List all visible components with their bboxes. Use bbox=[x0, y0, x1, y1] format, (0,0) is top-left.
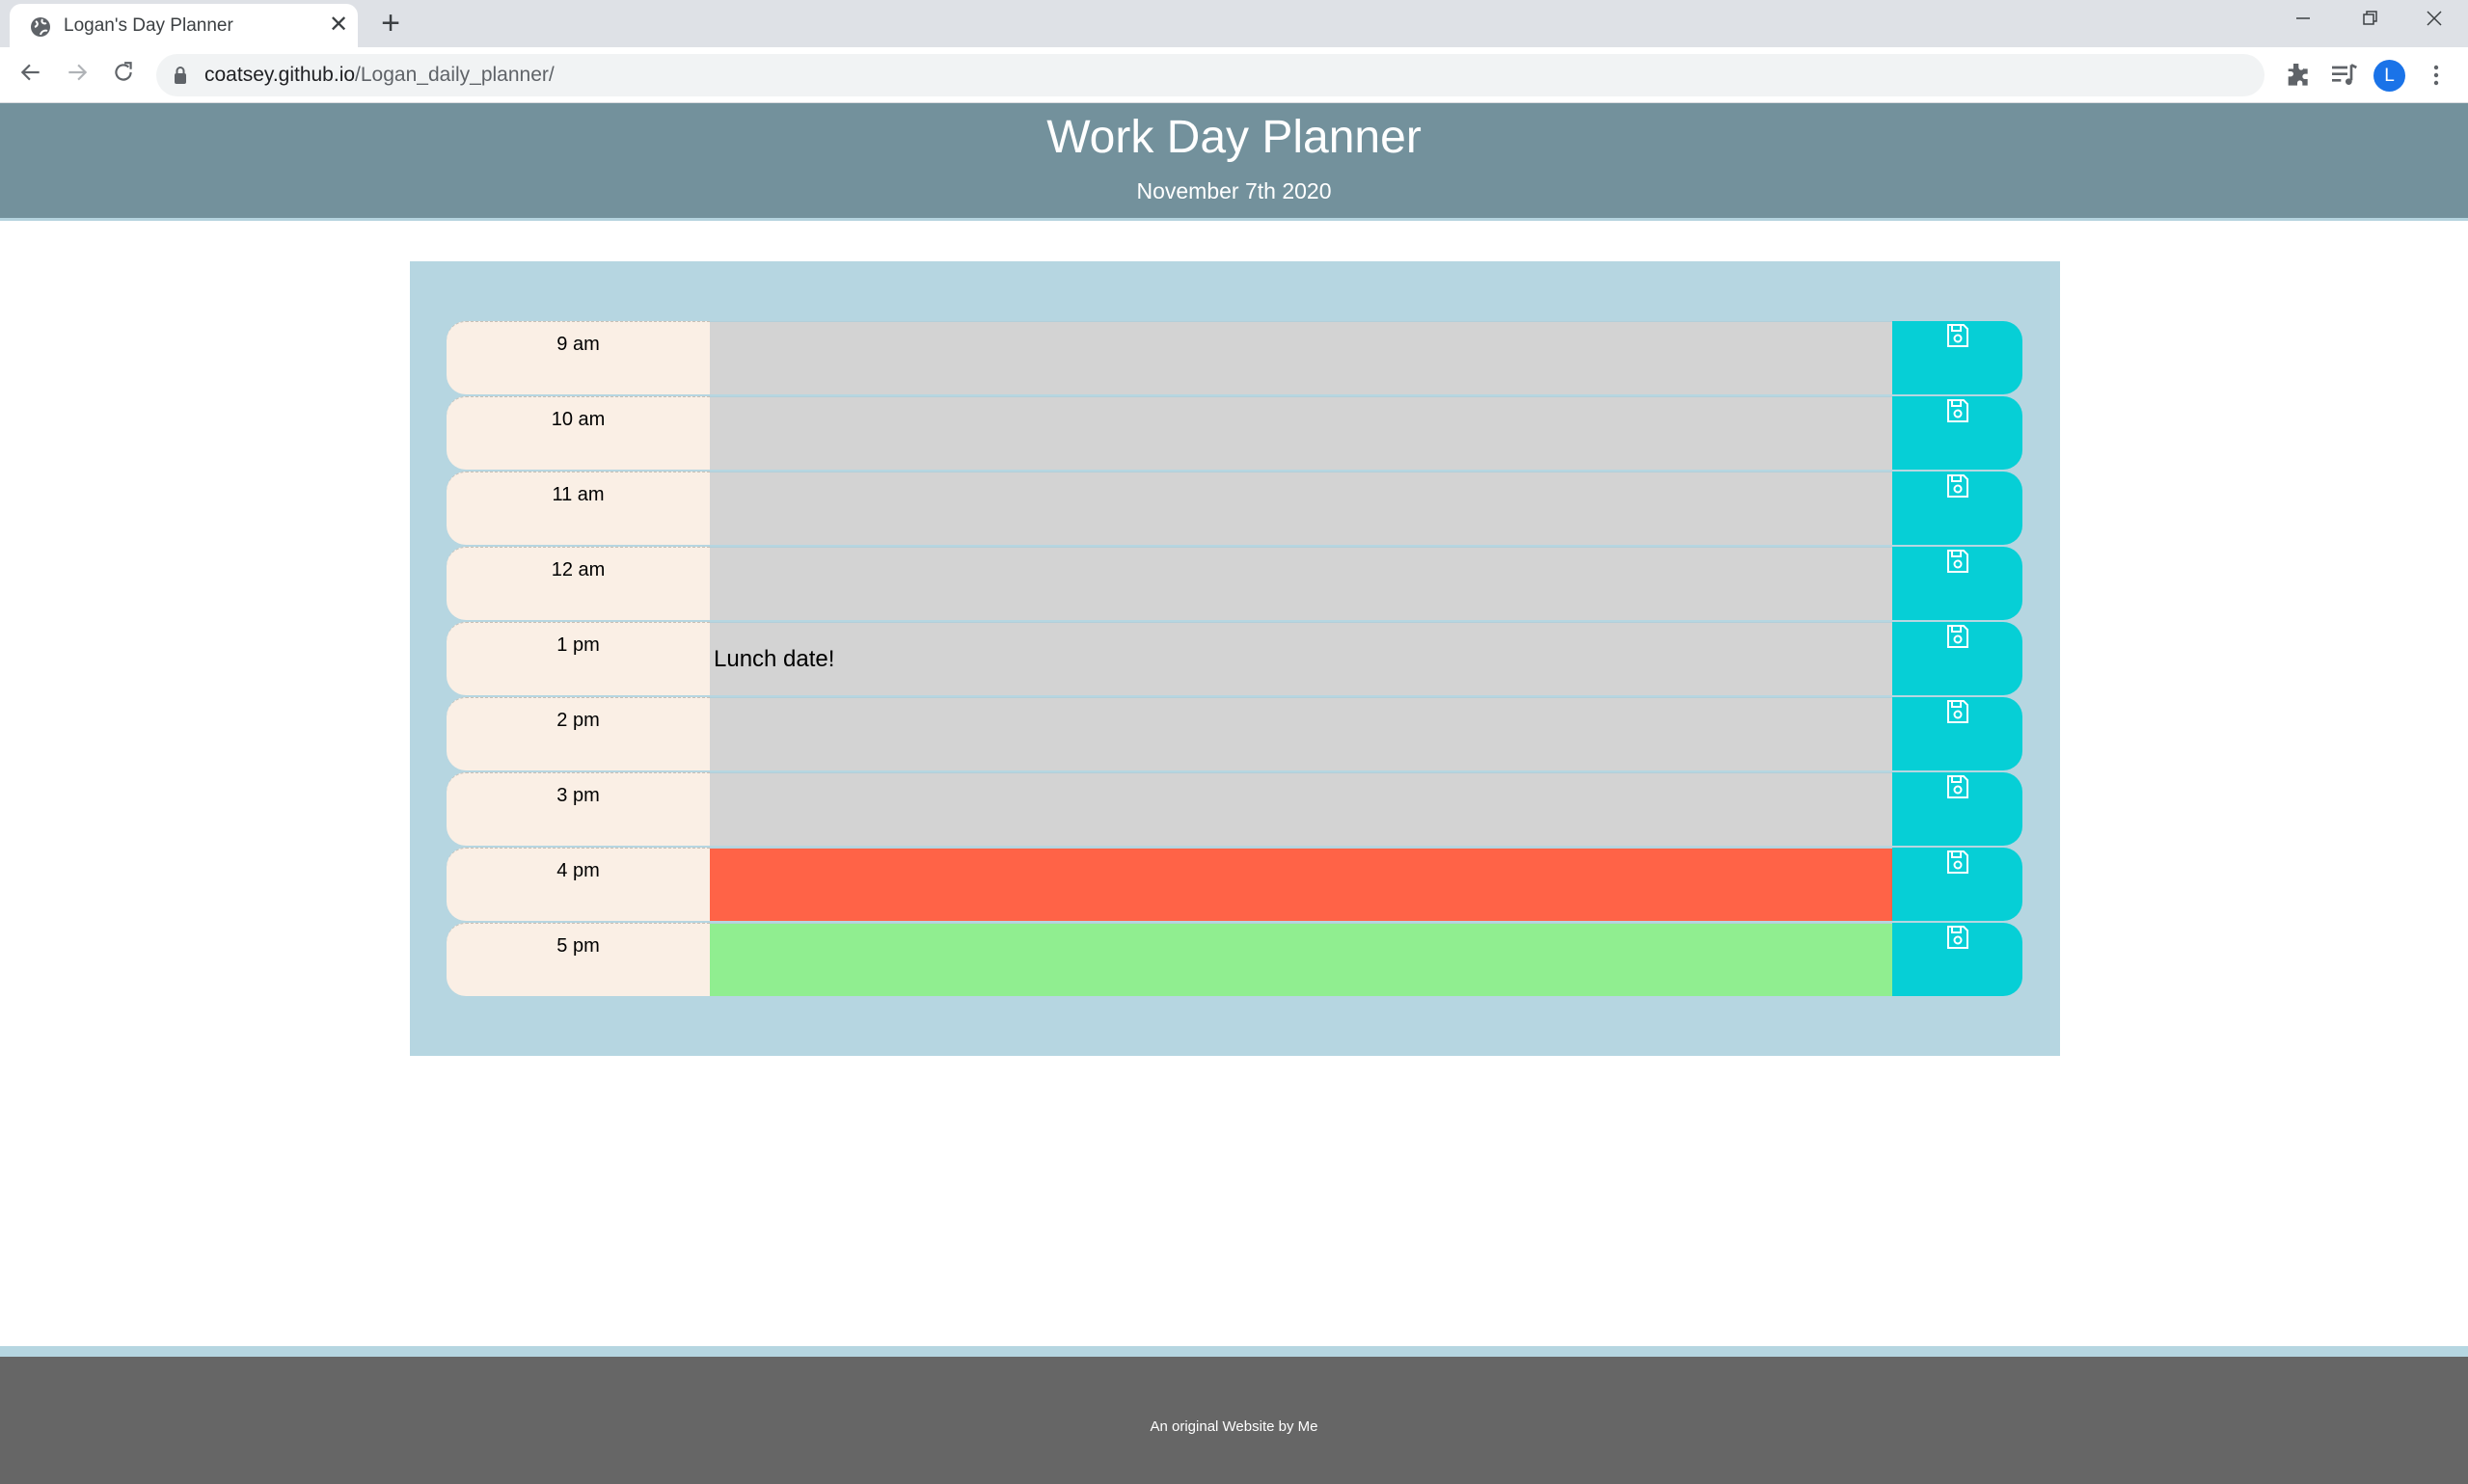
event-textarea[interactable] bbox=[710, 848, 1892, 921]
save-icon bbox=[1947, 399, 1968, 422]
save-button[interactable] bbox=[1892, 472, 2022, 545]
hour-label: 10 am bbox=[447, 396, 710, 470]
save-icon bbox=[1947, 700, 1968, 723]
event-textarea[interactable] bbox=[710, 321, 1892, 394]
extensions-icon[interactable] bbox=[2282, 60, 2313, 91]
minimize-icon[interactable] bbox=[2274, 2, 2332, 40]
hour-label: 2 pm bbox=[447, 697, 710, 770]
event-textarea[interactable] bbox=[710, 697, 1892, 770]
event-textarea[interactable] bbox=[710, 472, 1892, 545]
save-button[interactable] bbox=[1892, 848, 2022, 921]
back-icon[interactable] bbox=[12, 57, 50, 95]
save-icon bbox=[1947, 324, 1968, 347]
save-button[interactable] bbox=[1892, 697, 2022, 770]
address-bar[interactable]: coatsey.github.io/Logan_daily_planner/ bbox=[156, 54, 2400, 96]
time-block-row: 4 pm bbox=[447, 848, 2022, 921]
url-text: coatsey.github.io/Logan_daily_planner/ bbox=[204, 64, 555, 87]
save-icon bbox=[1947, 474, 1968, 498]
tab-close-icon[interactable]: ✕ bbox=[328, 12, 349, 38]
event-textarea[interactable]: Lunch date! bbox=[710, 622, 1892, 695]
page-footer: An original Website by Me bbox=[0, 1357, 2468, 1484]
planner-container: 9 am 10 am 11 am 12 am 1 pm Lunch date! … bbox=[410, 261, 2060, 1056]
close-icon[interactable] bbox=[2405, 2, 2463, 40]
save-button[interactable] bbox=[1892, 547, 2022, 620]
time-block-row: 12 am bbox=[447, 547, 2022, 620]
globe-icon bbox=[31, 17, 50, 37]
hour-label: 11 am bbox=[447, 472, 710, 545]
save-icon bbox=[1947, 625, 1968, 648]
time-block-row: 5 pm bbox=[447, 923, 2022, 996]
event-textarea[interactable] bbox=[710, 396, 1892, 470]
hour-label: 1 pm bbox=[447, 622, 710, 695]
footer-text: An original Website by Me bbox=[1150, 1418, 1318, 1435]
save-button[interactable] bbox=[1892, 772, 2022, 846]
browser-toolbar: coatsey.github.io/Logan_daily_planner/ L bbox=[0, 47, 2468, 103]
save-button[interactable] bbox=[1892, 622, 2022, 695]
hour-label: 12 am bbox=[447, 547, 710, 620]
tab-title: Logan's Day Planner bbox=[64, 15, 233, 36]
current-date: November 7th 2020 bbox=[1136, 178, 1332, 203]
event-textarea[interactable] bbox=[710, 772, 1892, 846]
reload-icon[interactable] bbox=[104, 57, 143, 95]
menu-icon[interactable] bbox=[2425, 60, 2448, 91]
save-icon bbox=[1947, 926, 1968, 949]
hour-label: 4 pm bbox=[447, 848, 710, 921]
save-button[interactable] bbox=[1892, 396, 2022, 470]
hour-label: 5 pm bbox=[447, 923, 710, 996]
event-textarea[interactable] bbox=[710, 547, 1892, 620]
page-title: Work Day Planner bbox=[1046, 112, 1422, 163]
tab-strip: Logan's Day Planner ✕ + bbox=[0, 0, 2468, 47]
hour-label: 3 pm bbox=[447, 772, 710, 846]
lock-icon bbox=[175, 67, 186, 84]
restore-icon[interactable] bbox=[2342, 2, 2400, 40]
footer-divider bbox=[0, 1346, 2468, 1357]
time-block-row: 1 pm Lunch date! bbox=[447, 622, 2022, 695]
event-textarea[interactable] bbox=[710, 923, 1892, 996]
time-block-row: 9 am bbox=[447, 321, 2022, 394]
page-header: Work Day Planner November 7th 2020 bbox=[0, 103, 2468, 221]
avatar[interactable]: L bbox=[2373, 60, 2405, 92]
save-button[interactable] bbox=[1892, 321, 2022, 394]
save-icon bbox=[1947, 850, 1968, 874]
save-icon bbox=[1947, 775, 1968, 798]
media-icon[interactable] bbox=[2328, 60, 2359, 91]
browser-tab[interactable]: Logan's Day Planner ✕ bbox=[10, 4, 358, 47]
time-block-row: 10 am bbox=[447, 396, 2022, 470]
time-block-row: 3 pm bbox=[447, 772, 2022, 846]
save-icon bbox=[1947, 550, 1968, 573]
forward-icon[interactable] bbox=[58, 57, 96, 95]
save-button[interactable] bbox=[1892, 923, 2022, 996]
time-block-row: 11 am bbox=[447, 472, 2022, 545]
new-tab-button[interactable]: + bbox=[381, 5, 400, 41]
url-host: coatsey.github.io bbox=[204, 64, 356, 86]
time-block-row: 2 pm bbox=[447, 697, 2022, 770]
hour-label: 9 am bbox=[447, 321, 710, 394]
url-path: /Logan_daily_planner/ bbox=[355, 64, 555, 86]
